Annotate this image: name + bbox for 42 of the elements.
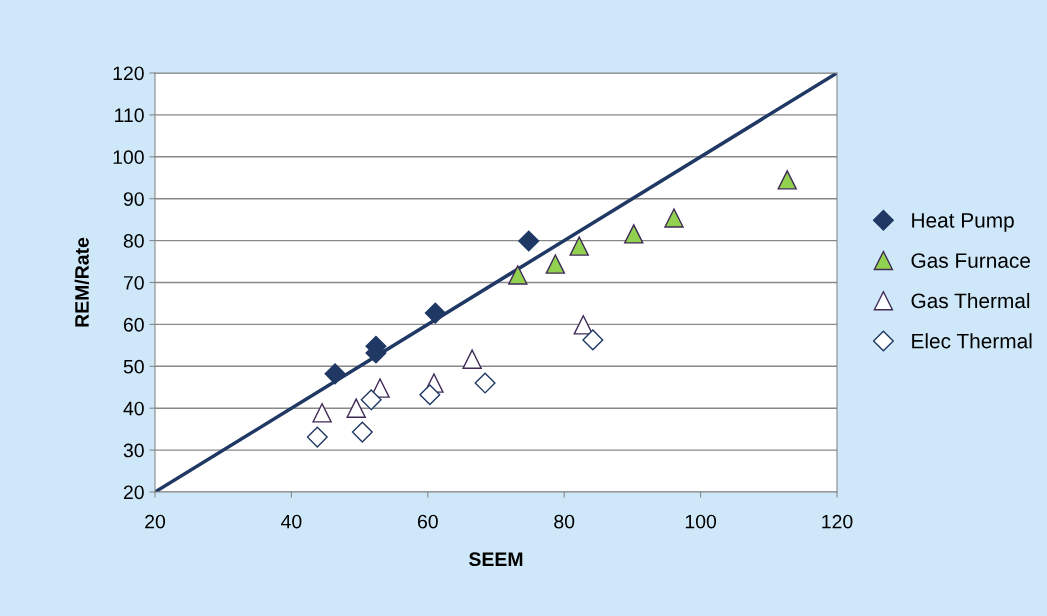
point [360, 389, 382, 411]
legend-label: Gas Furnace [911, 253, 1030, 268]
point [346, 398, 366, 418]
point [351, 421, 373, 443]
x-tick-label: 100 [685, 514, 717, 529]
y-tick-label: 30 [123, 443, 144, 458]
point [324, 363, 346, 385]
point [582, 329, 604, 351]
x-tick-label: 40 [281, 514, 302, 529]
point [306, 426, 328, 448]
point [569, 236, 589, 256]
point [508, 265, 528, 285]
y-tick-label: 40 [123, 401, 144, 416]
point [518, 230, 540, 252]
y-axis-title: REM/Rate [74, 237, 90, 327]
point [474, 372, 496, 394]
x-tick-label: 120 [822, 514, 853, 529]
point [312, 403, 332, 423]
y-tick-label: 60 [123, 317, 144, 332]
point [573, 315, 594, 335]
point [777, 170, 797, 190]
point [545, 254, 566, 274]
y-tick-label: 120 [113, 66, 144, 81]
point [462, 349, 482, 369]
y-tick-label: 20 [123, 485, 144, 500]
legend-label: Gas Thermal [911, 292, 1030, 309]
x-tick-label: 80 [554, 514, 575, 529]
y-tick-label: 90 [123, 192, 144, 206]
y-tick-label: 80 [123, 234, 144, 248]
x-tick-label: 60 [417, 514, 438, 529]
point [664, 208, 684, 228]
y-tick-label: 100 [113, 150, 144, 165]
y-tick-label: 110 [115, 108, 144, 123]
point [424, 302, 446, 324]
x-axis-title: SEEM [469, 552, 523, 567]
y-tick-label: 50 [123, 359, 144, 374]
legend-label: Elec Thermal [912, 333, 1032, 349]
legend-label: Heat Pump [912, 213, 1014, 232]
point [624, 224, 644, 244]
x-tick-label: 20 [145, 514, 166, 529]
point [419, 384, 441, 406]
y-tick-label: 70 [123, 275, 144, 290]
